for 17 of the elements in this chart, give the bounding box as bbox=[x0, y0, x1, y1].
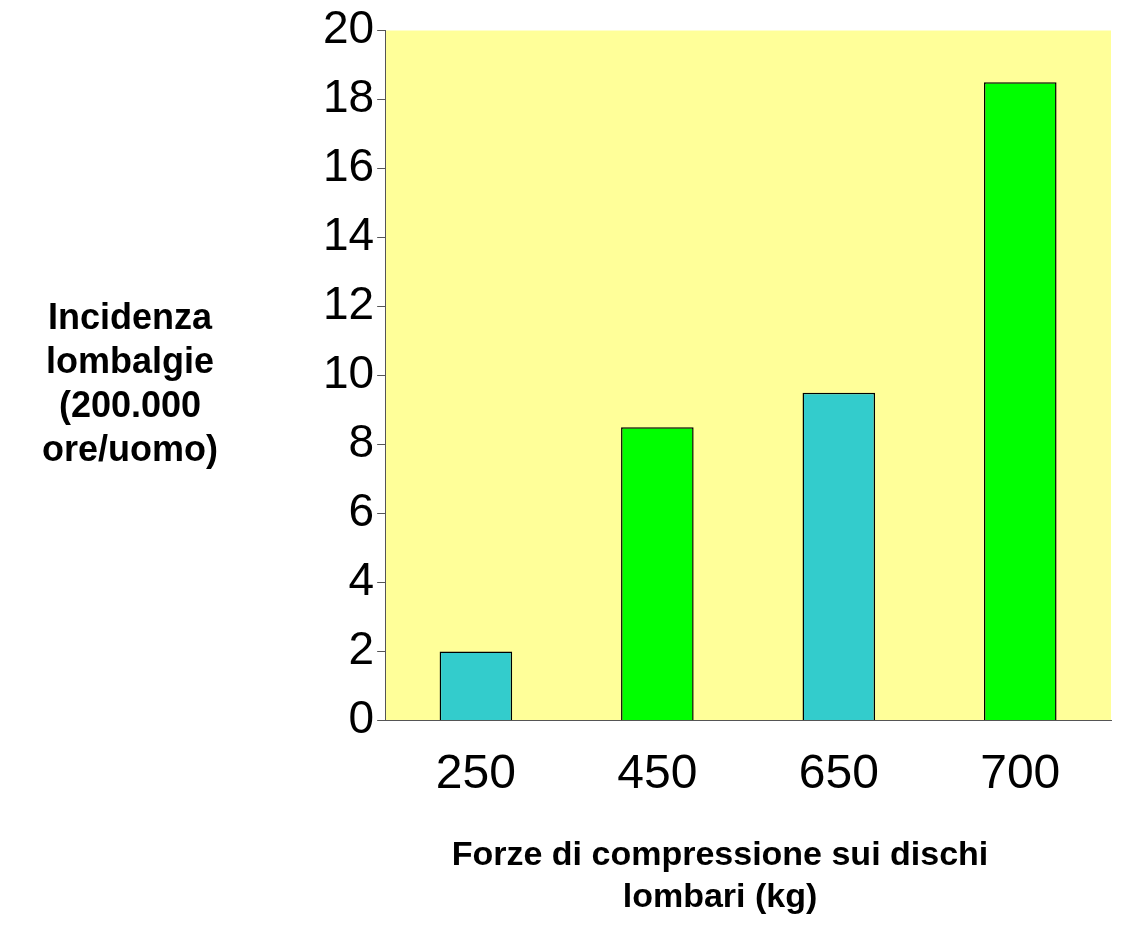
y-tick-label: 0 bbox=[348, 691, 375, 744]
y-axis-title: Incidenza lombalgie (200.000 ore/uomo) bbox=[41, 295, 219, 471]
y-tick-label: 16 bbox=[322, 139, 375, 192]
x-tick-label: 450 bbox=[617, 745, 698, 799]
y-tick-label: 12 bbox=[322, 277, 375, 330]
x-axis-title: Forze di compressione sui dischi lombari (kg) bbox=[450, 833, 990, 916]
y-tick-label: 2 bbox=[348, 622, 375, 675]
y-tick-label: 8 bbox=[348, 415, 375, 468]
y-tick-label: 10 bbox=[322, 346, 375, 399]
x-tick-label: 700 bbox=[980, 745, 1061, 799]
y-tick-label: 14 bbox=[322, 208, 375, 261]
y-tick-label: 18 bbox=[322, 70, 375, 123]
x-tick-label: 250 bbox=[435, 745, 516, 799]
y-tick-label: 20 bbox=[322, 1, 375, 54]
x-tick-label: 650 bbox=[798, 745, 879, 799]
y-tick-label: 4 bbox=[348, 553, 375, 606]
y-tick-label: 6 bbox=[348, 484, 375, 537]
